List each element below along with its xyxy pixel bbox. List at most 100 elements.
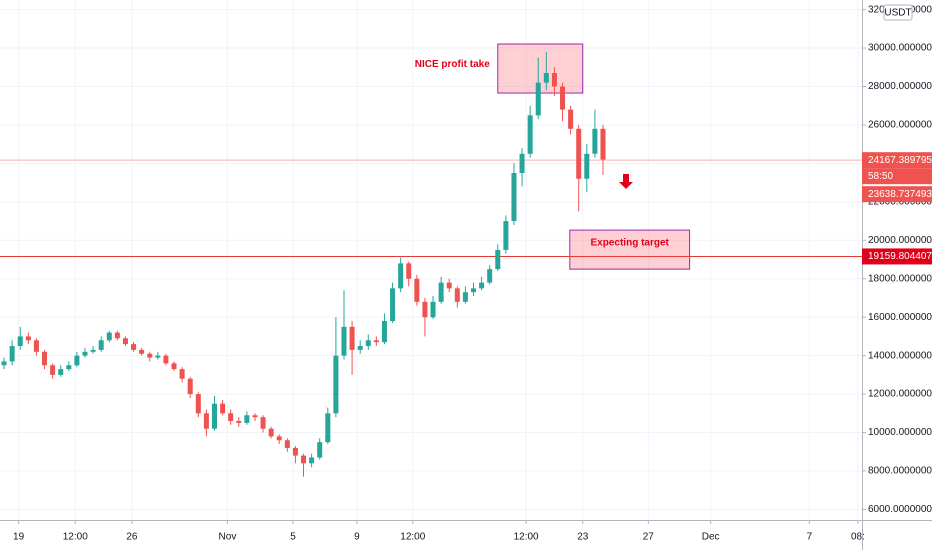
candle-body bbox=[1, 361, 7, 366]
candle-body bbox=[470, 288, 477, 293]
y-tick-label: 16000.00000000 bbox=[868, 312, 932, 323]
candle-body bbox=[114, 332, 120, 339]
axes: 6000.00000000 8000.00000000 10000.00000000… bbox=[13, 4, 932, 543]
candle-body bbox=[600, 128, 606, 160]
candle-body bbox=[527, 115, 533, 154]
candle-body bbox=[325, 413, 331, 443]
annotation-label: NICE profit take bbox=[415, 59, 490, 70]
candle-body bbox=[341, 326, 347, 356]
y-tick-label: 10000.00000000 bbox=[868, 427, 932, 438]
annotation-label: Expecting target bbox=[591, 238, 670, 249]
candle-body bbox=[228, 413, 234, 421]
x-tick-label: 19 bbox=[13, 532, 25, 543]
candle-body bbox=[365, 340, 371, 347]
x-tick-label: 12:00 bbox=[63, 532, 88, 543]
candle-body bbox=[438, 282, 444, 302]
y-tick-label: 12000.00000000 bbox=[868, 389, 932, 400]
candle-body bbox=[220, 403, 226, 414]
candle-body bbox=[260, 417, 266, 429]
candle-body bbox=[414, 278, 420, 302]
candle-body bbox=[390, 288, 396, 322]
candle-body bbox=[195, 394, 201, 414]
y-tick-label: 14000.00000000 bbox=[868, 350, 932, 361]
y-tick-label: 8000.00000000 bbox=[868, 466, 932, 477]
x-tick-label: 26 bbox=[126, 532, 138, 543]
candle-body bbox=[276, 436, 282, 441]
x-tick-label: 08: bbox=[851, 532, 865, 543]
candle-body bbox=[187, 378, 193, 395]
x-tick-label: 12:00 bbox=[400, 532, 425, 543]
candle-body bbox=[454, 288, 460, 302]
candle-body bbox=[25, 336, 31, 341]
countdown-label-bg bbox=[862, 168, 932, 185]
candle-body bbox=[309, 457, 315, 464]
candle-body bbox=[479, 282, 485, 289]
x-tick-label: 7 bbox=[807, 532, 813, 543]
candle-body bbox=[487, 269, 493, 283]
alert-price-label-bg bbox=[862, 248, 932, 265]
candle-body bbox=[511, 173, 517, 222]
grid bbox=[0, 0, 862, 520]
candle-body bbox=[90, 349, 96, 352]
candle-body bbox=[82, 351, 88, 356]
countdown-label: 58:50 bbox=[868, 171, 893, 182]
candle-body bbox=[66, 365, 72, 370]
candle-body bbox=[171, 363, 177, 370]
candle-body bbox=[495, 249, 501, 270]
candle-body bbox=[74, 355, 80, 366]
candle-body bbox=[560, 86, 566, 110]
candle-body bbox=[568, 109, 574, 129]
candle-body bbox=[211, 403, 217, 429]
x-tick-label: 5 bbox=[290, 532, 296, 543]
x-tick-label: Dec bbox=[702, 532, 720, 543]
candle-body bbox=[592, 128, 598, 154]
annotation-box bbox=[569, 229, 691, 270]
candle-body bbox=[446, 282, 452, 289]
candle-body bbox=[584, 153, 590, 179]
currency-badge: USDT bbox=[884, 8, 911, 19]
x-tick-label: 27 bbox=[643, 532, 655, 543]
candle-body bbox=[576, 128, 582, 179]
candle-body bbox=[163, 355, 169, 364]
down-arrow bbox=[619, 174, 633, 189]
candle-body bbox=[147, 353, 153, 358]
prev-price-label-bg bbox=[862, 186, 932, 203]
candle-body bbox=[131, 344, 137, 350]
candle-body bbox=[284, 440, 290, 448]
candle-body bbox=[236, 420, 242, 423]
candle-body bbox=[422, 301, 428, 318]
candle-body bbox=[244, 415, 250, 423]
candle-body bbox=[292, 447, 298, 456]
y-tick-label: 26000.00000000 bbox=[868, 120, 932, 131]
candle-body bbox=[357, 346, 363, 350]
candle-body bbox=[462, 292, 468, 302]
candle-body bbox=[17, 336, 23, 347]
candle-body bbox=[503, 221, 509, 250]
candle-body bbox=[50, 365, 56, 375]
candle-body bbox=[381, 321, 387, 343]
candle-body bbox=[519, 153, 525, 174]
plot: NICE profit take Expecting target bbox=[0, 43, 862, 477]
y-tick-label: 28000.00000000 bbox=[868, 81, 932, 92]
candle-body bbox=[406, 263, 412, 279]
candle-body bbox=[373, 340, 379, 343]
candle-body bbox=[122, 338, 128, 345]
last-price-label-bg bbox=[862, 152, 932, 169]
prev-price-label: 23638.73749322 bbox=[868, 189, 932, 200]
currency-badge-bg bbox=[883, 4, 913, 21]
y-tick-label: 20000.00000000 bbox=[868, 235, 932, 246]
candle-body bbox=[139, 349, 145, 354]
candle-body bbox=[535, 82, 541, 116]
y-tick-label: 30000.00000000 bbox=[868, 43, 932, 54]
candle-body bbox=[33, 340, 39, 352]
candle-body bbox=[106, 332, 112, 341]
last-price-label: 24167.38979517 bbox=[868, 155, 932, 166]
candle-body bbox=[268, 428, 274, 437]
candle-body bbox=[551, 73, 557, 87]
candle-body bbox=[9, 346, 15, 362]
x-tick-label: 9 bbox=[354, 532, 360, 543]
candle-body bbox=[430, 301, 436, 318]
